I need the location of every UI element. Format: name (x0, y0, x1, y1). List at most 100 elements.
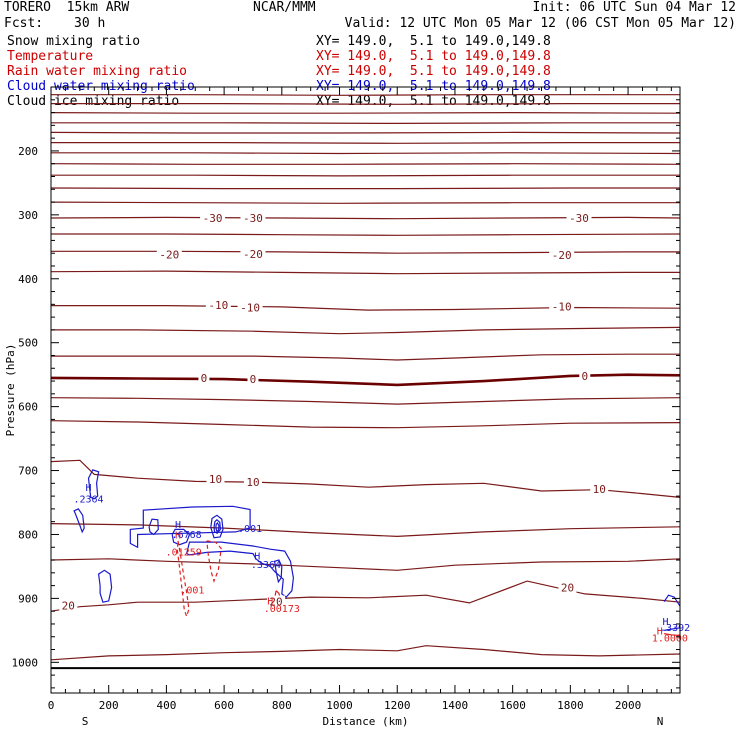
isotherm-line (51, 163, 680, 165)
cloud-water-contour (129, 505, 251, 549)
isotherm-line (51, 94, 680, 96)
y-tick-label: 300 (18, 209, 38, 222)
isotherm-label-bg (156, 248, 182, 261)
isotherm-line (51, 142, 680, 144)
y-tick-label: 700 (18, 465, 38, 478)
cloud-water-contour (186, 541, 295, 598)
field-xy-rain: XY= 149.0, 5.1 to 149.0,149.8 (316, 64, 551, 79)
isotherm-line (51, 122, 680, 125)
isotherm-label-bg (205, 298, 231, 311)
isotherm-label-bg (59, 599, 78, 612)
isotherm-line (51, 353, 680, 361)
isotherm-label: -10 (552, 300, 572, 313)
isotherm-label: -30 (203, 212, 223, 225)
cloud-water-label: H (175, 520, 181, 531)
isotherm-label: 20 (269, 596, 282, 609)
contour-layer (51, 94, 680, 670)
fcst-value: 30 h (74, 16, 106, 31)
isotherm-label-bg (590, 483, 609, 496)
cloud-water-label: .3364 (251, 560, 281, 571)
x-tick-label: 0 (48, 699, 55, 712)
y-tick-label: 800 (18, 528, 38, 541)
cloud-water-contour (73, 508, 85, 534)
isotherm-label-bg (247, 373, 259, 386)
isotherm-label-bg (198, 371, 210, 384)
isotherm-label: -10 (208, 299, 228, 312)
init-time: Init: 06 UTC Sun 04 Mar 12 (532, 0, 737, 15)
x-tick-label: 1600 (499, 699, 526, 712)
cloud-water-contour (273, 559, 283, 584)
isotherm-label-bg (549, 249, 575, 262)
cloud-water-contour (210, 514, 224, 539)
field-xy-cloud-ice: XY= 149.0, 5.1 to 149.0,149.8 (316, 94, 551, 109)
isotherm-line (51, 174, 680, 177)
cloud-water-contour (97, 569, 113, 603)
y-tick-label: 400 (18, 273, 38, 286)
cloud-water-contour (87, 469, 100, 500)
isotherm-line (51, 305, 680, 311)
isotherm-line (51, 645, 680, 661)
isotherm-label-bg (566, 212, 592, 225)
isotherm-label: 0 (201, 372, 208, 385)
y-tick-label: 600 (18, 401, 38, 414)
isotherm-label: 20 (62, 599, 75, 612)
cloud-water-label: .3392 (660, 623, 690, 634)
isotherm-line (51, 326, 680, 335)
rain-label: .001 (180, 585, 204, 596)
y-tick-label: 200 (18, 145, 38, 158)
isotherm-line (51, 233, 680, 236)
rain-label: .01259 (166, 548, 202, 559)
rain-label: H (267, 596, 273, 607)
isotherm-label: 0 (250, 373, 257, 386)
isotherm-line (51, 523, 680, 538)
isotherm-line (51, 420, 680, 429)
field-name-temperature: Temperature (7, 49, 94, 64)
field-name-cloud-ice: Cloud ice mixing ratio (7, 94, 180, 109)
field-name-rain: Rain water mixing ratio (7, 64, 188, 79)
cloud-water-contour (663, 594, 680, 607)
isotherm-line (51, 201, 680, 204)
cloud-water-contour (215, 522, 220, 533)
isotherm-label: -20 (159, 248, 179, 261)
x-tick-label: 1400 (442, 699, 469, 712)
isotherm-line (51, 131, 680, 134)
cloud-water-contour (148, 518, 159, 536)
isotherm-label: -20 (243, 248, 263, 261)
cloud-water-label: .6768 (172, 530, 202, 541)
field-xy-temperature: XY= 149.0, 5.1 to 149.0,149.8 (316, 49, 551, 64)
rain-label: H (175, 530, 181, 541)
org-title: NCAR/MMM (253, 0, 316, 15)
isotherm-label-bg (200, 212, 226, 225)
isotherm-line (51, 270, 680, 275)
x-tick-label: 600 (214, 699, 234, 712)
isotherm-line (51, 250, 680, 254)
cloud-water-label: H (254, 552, 260, 563)
isotherm-label-bg (243, 476, 262, 489)
isotherm-line (51, 216, 680, 220)
isotherm-label: -30 (569, 212, 589, 225)
x-tick-label: 1000 (326, 699, 353, 712)
cloud-water-contour (171, 528, 191, 546)
x-tick-label: 1800 (557, 699, 584, 712)
isotherm-label-bg (237, 301, 263, 314)
rain-label: .00173 (264, 604, 300, 615)
isotherm-line (51, 459, 680, 498)
cloud-water-contour (663, 627, 680, 631)
isotherm-label-bg (558, 581, 577, 594)
y-tick-label: 900 (18, 592, 38, 605)
isotherm-label-bg (240, 212, 266, 225)
isotherm-label: 10 (246, 476, 259, 489)
x-axis-title: Distance (km) (322, 715, 408, 728)
cloud-water-label: H (663, 617, 669, 628)
x-tick-label: 2000 (615, 699, 642, 712)
rain-contour (206, 540, 222, 583)
x-tick-label: 800 (272, 699, 292, 712)
isotherm-line (51, 111, 680, 114)
cloud-water-contour (213, 518, 222, 534)
rain-label: H (657, 626, 663, 637)
isotherm-label: -10 (240, 302, 260, 315)
cloud-water-label: .2364 (73, 495, 103, 506)
model-title: TORERO 15km ARW (4, 0, 130, 15)
cloud-water-label: H (85, 483, 91, 494)
